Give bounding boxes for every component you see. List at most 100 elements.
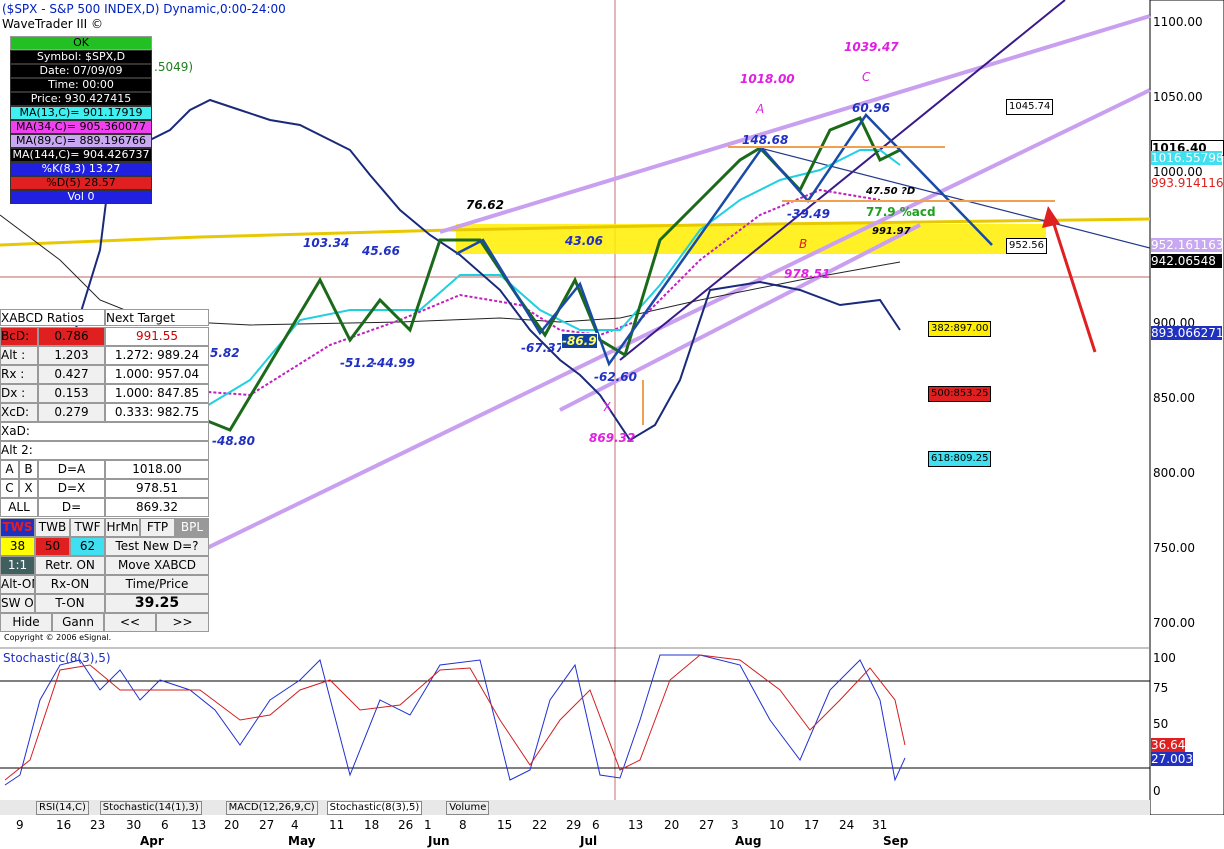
price-tick: 1000.00	[1153, 165, 1203, 180]
annotation: 5.82	[210, 346, 240, 360]
annotation: 991.97	[872, 226, 911, 237]
month-tick: Jun	[428, 834, 450, 848]
chart-subtitle: WaveTrader III ©	[2, 17, 103, 31]
info-row: MA(34,C)= 905.360077	[10, 120, 152, 134]
ratio-target: 991.55	[105, 327, 209, 346]
date-tick: 6	[592, 818, 600, 832]
xad-label: XaD:	[0, 422, 209, 441]
info-row: MA(13,C)= 901.17919	[10, 106, 152, 120]
button[interactable]: 62	[70, 537, 105, 556]
ma-13	[149, 149, 901, 421]
leg-cell[interactable]: X	[19, 479, 38, 498]
annotation: 47.50 ?D	[866, 186, 916, 197]
info-row: Symbol: $SPX,D	[10, 50, 152, 64]
channel-line	[559, 223, 921, 412]
price-tick: 800.00	[1153, 465, 1195, 480]
tab[interactable]: Volume	[446, 801, 490, 815]
leg-cell[interactable]: C	[0, 479, 19, 498]
tab[interactable]: RSI(14,C)	[36, 801, 89, 815]
leg-cell[interactable]: B	[19, 460, 38, 479]
annotation: 618:809.25	[928, 451, 992, 467]
button[interactable]: FTP	[140, 518, 175, 537]
button[interactable]: 39.25	[105, 594, 209, 613]
month-tick: Jul	[580, 834, 598, 848]
month-tick: Apr	[140, 834, 164, 848]
leg-cell[interactable]: D=A	[38, 460, 105, 479]
ratio-target: 1.272: 989.24	[105, 346, 209, 365]
leg-cell[interactable]: A	[0, 460, 19, 479]
button[interactable]: 1:1	[0, 556, 35, 575]
price-tick: 850.00	[1153, 390, 1195, 405]
date-tick: 1	[424, 818, 432, 832]
ratio-target: 1.000: 847.85	[105, 384, 209, 403]
date-tick: 3	[731, 818, 739, 832]
channel-line	[99, 88, 1151, 602]
annotation: 978.51	[784, 267, 831, 281]
date-tick: 26	[398, 818, 414, 832]
button[interactable]: 50	[35, 537, 70, 556]
button[interactable]: Time/Price	[105, 575, 209, 594]
button[interactable]: TWS	[0, 518, 35, 537]
button[interactable]: Rx-ON	[35, 575, 105, 594]
info-row: %D(5) 28.57	[10, 176, 152, 190]
date-tick: 17	[804, 818, 820, 832]
button[interactable]: Move XABCD	[105, 556, 209, 575]
info-row: Vol 0	[10, 190, 152, 204]
date-tick: 13	[191, 818, 207, 832]
button[interactable]: BPL	[175, 518, 209, 537]
button[interactable]: >>	[156, 613, 209, 632]
stoch-tick: 100	[1153, 651, 1176, 665]
leg-cell[interactable]: ALL	[0, 498, 38, 517]
button[interactable]: Gann	[52, 613, 104, 632]
annotation: 103.34	[303, 236, 350, 250]
annotation: 148.68	[742, 133, 789, 147]
date-tick: 23	[90, 818, 106, 832]
ratio-label: Alt :	[0, 346, 38, 365]
leg-cell[interactable]: D=X	[38, 479, 105, 498]
info-row: Time: 00:00	[10, 78, 152, 92]
annotation: -44.99	[372, 356, 415, 370]
button[interactable]: <<	[104, 613, 156, 632]
stoch-tick: 0	[1153, 784, 1161, 798]
stoch-k	[4, 654, 906, 786]
button[interactable]: TWF	[70, 518, 105, 537]
annotation: 382:897.00	[928, 321, 992, 337]
info-row: MA(144,C)= 904.426737	[10, 148, 152, 162]
tab[interactable]: MACD(12,26,9,C)	[225, 801, 318, 815]
date-tick: 10	[769, 818, 785, 832]
button[interactable]: SW OFF	[0, 594, 35, 613]
red-arrowhead	[1042, 206, 1060, 228]
date-tick: 30	[126, 818, 142, 832]
leg-cell: 978.51	[105, 479, 209, 498]
leg-cell[interactable]: D=	[38, 498, 105, 517]
date-tick: 4	[291, 818, 299, 832]
annotation: 60.96	[852, 101, 890, 115]
date-tick: 15	[497, 818, 513, 832]
price-axis-area	[1149, 0, 1224, 816]
ratio-value: 1.203	[38, 346, 105, 365]
date-tick: 11	[329, 818, 345, 832]
button[interactable]: 38	[0, 537, 35, 556]
date-tick: 18	[364, 818, 380, 832]
date-tick: 9	[16, 818, 24, 832]
annotation: 77.9 %acd	[866, 205, 936, 219]
price-tick: 1100.00	[1153, 15, 1203, 29]
button[interactable]: Retr. ON	[35, 556, 105, 575]
stoch-flag: 27.003	[1151, 752, 1193, 766]
ratio-label: Rx :	[0, 365, 38, 384]
button[interactable]: T-ON	[35, 594, 105, 613]
tab[interactable]: Stochastic(8(3),5)	[326, 801, 423, 815]
button[interactable]: Test New D=?	[105, 537, 209, 556]
annotation: B	[799, 237, 808, 251]
button[interactable]: Hide	[0, 613, 52, 632]
button[interactable]: HrMn	[105, 518, 140, 537]
button[interactable]: TWB	[35, 518, 70, 537]
button[interactable]: Alt-ON	[0, 575, 35, 594]
tab[interactable]: Stochastic(14(1),3)	[99, 801, 202, 815]
leg-cell: 869.32	[105, 498, 209, 517]
annotation: -86.9	[561, 333, 598, 349]
price-flag: 993.914116	[1151, 176, 1224, 190]
alt2-label: Alt 2:	[0, 441, 209, 460]
